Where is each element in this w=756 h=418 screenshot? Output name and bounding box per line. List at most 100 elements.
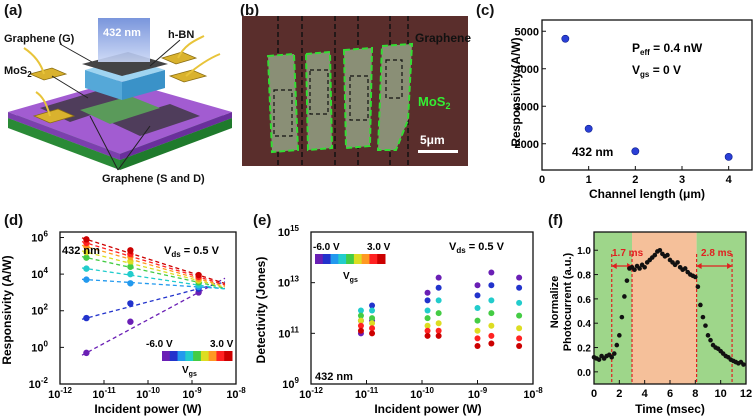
- f-fall-label: 2.8 ms: [701, 248, 733, 259]
- y-tick-label: 0.2: [577, 344, 591, 355]
- tick-label: 106: [31, 229, 48, 244]
- y-tick-label: 2000: [515, 139, 539, 151]
- data-point: [424, 315, 431, 322]
- y-tick-label: 4000: [515, 64, 539, 76]
- mos2-flake-2: [304, 50, 334, 152]
- colorbar-segment: [346, 254, 355, 264]
- svg-text:Vgs = 0 V: Vgs = 0 V: [632, 63, 681, 79]
- data-point: [424, 297, 431, 304]
- panel-a-letter: (a): [4, 2, 23, 19]
- data-point: [369, 325, 376, 332]
- data-point: [488, 340, 495, 347]
- data-point: [474, 343, 481, 349]
- data-point: [609, 354, 615, 360]
- colorbar-segment: [200, 351, 210, 361]
- svg-text:Vds = 0.5 V: Vds = 0.5 V: [164, 245, 220, 259]
- data-point: [369, 302, 376, 309]
- colorbar-segment: [185, 351, 194, 361]
- data-point: [83, 248, 90, 256]
- data-point: [369, 315, 376, 322]
- data-point: [705, 333, 711, 338]
- data-point: [516, 284, 523, 291]
- tick-label: 102: [31, 303, 48, 318]
- data-point: [435, 274, 442, 281]
- data-point: [488, 310, 495, 317]
- x-tick-label: 0: [539, 174, 545, 186]
- c-vgs-sub: gs: [640, 70, 650, 79]
- c-ylabel: Responsivity (A/W): [509, 37, 523, 146]
- svg-text:Vgs: Vgs: [343, 271, 358, 284]
- mos2-flake-4: [376, 42, 414, 151]
- f-ylabel-line1: Normalize: [549, 276, 561, 329]
- data-point: [516, 335, 523, 342]
- data-point: [424, 289, 431, 296]
- mos2-flake-1: [266, 52, 300, 154]
- e-xlabel: Incident power (W): [374, 402, 481, 416]
- e-vds-symbol: V: [449, 241, 457, 253]
- d-colorbar: [162, 351, 233, 361]
- colorbar-segment: [208, 351, 217, 361]
- colorbar-segment: [322, 254, 332, 264]
- tick-label: 10-2: [29, 376, 49, 391]
- data-point: [516, 343, 523, 349]
- chart-f-photocurrent-vs-time: 0 2 4 6 8 10 12 0.0 0.2 0.4 0.6 0.8 1.0 Normalize Ph…: [549, 231, 752, 416]
- d-ylabel: Responsivity (A/W): [0, 255, 14, 364]
- colorbar-segment: [315, 254, 324, 264]
- y-tick-label: 0.4: [577, 319, 591, 330]
- data-point: [357, 327, 364, 334]
- f-ylabel-line2: Photocurrent (a.u.): [562, 252, 574, 351]
- mos2-channel: [80, 96, 160, 124]
- data-point: [435, 332, 442, 339]
- data-point: [516, 299, 523, 306]
- data-point: [369, 307, 376, 314]
- data-point: [369, 320, 376, 327]
- data-point: [83, 349, 90, 357]
- data-point: [83, 265, 90, 272]
- data-point: [622, 294, 627, 299]
- data-point: [619, 314, 625, 320]
- data-point: [83, 236, 90, 243]
- data-point: [424, 307, 431, 314]
- data-point: [127, 270, 134, 278]
- data-point: [488, 282, 495, 289]
- y-tick-label: 0.0: [577, 368, 591, 379]
- d-wavelength: 432 nm: [62, 245, 100, 257]
- c-vgs-symbol: V: [632, 63, 640, 77]
- x-tick-label: 8: [692, 388, 698, 400]
- data-point: [631, 147, 640, 156]
- data-point: [708, 337, 713, 343]
- tick-label: 1013: [278, 275, 300, 290]
- colorbar-segment: [361, 254, 370, 264]
- x-tick-label: 6: [667, 388, 673, 400]
- data-point: [474, 292, 481, 299]
- e-colorbar: [315, 254, 386, 264]
- data-point: [127, 318, 134, 325]
- colorbar-segment: [330, 254, 339, 264]
- d-vds-sub: ds: [171, 250, 181, 259]
- data-point: [695, 284, 701, 290]
- device-schematic: 432 nm h-BN Graphene (G) MoS2 Graphene (…: [4, 18, 232, 185]
- panel-f-letter: (f): [548, 212, 563, 229]
- data-point: [488, 297, 495, 304]
- d-colorbar-max: 3.0 V: [210, 339, 234, 350]
- colorbar-segment: [353, 254, 363, 264]
- d-colorbar-var: V: [182, 365, 189, 376]
- data-point: [195, 271, 202, 279]
- e-colorbar-min: -6.0 V: [313, 242, 340, 253]
- data-point: [127, 247, 134, 254]
- y-tick-label: 0.8: [577, 271, 591, 282]
- x-tick-label: 4: [726, 174, 733, 186]
- gold-pad-left: [28, 67, 68, 81]
- mos2-label: MoS: [4, 65, 27, 77]
- panel-c-letter: (c): [476, 2, 495, 19]
- data-point: [698, 302, 703, 308]
- data-point: [724, 152, 733, 161]
- data-point: [474, 327, 481, 334]
- scale-bar-label: 5μm: [420, 133, 445, 147]
- laser-label: 432 nm: [103, 27, 141, 39]
- data-point: [474, 282, 481, 289]
- panel-d-letter: (d): [4, 212, 24, 229]
- c-wavelength: 432 nm: [572, 145, 613, 159]
- colorbar-segment: [338, 254, 347, 264]
- x-tick-label: 2: [616, 388, 622, 400]
